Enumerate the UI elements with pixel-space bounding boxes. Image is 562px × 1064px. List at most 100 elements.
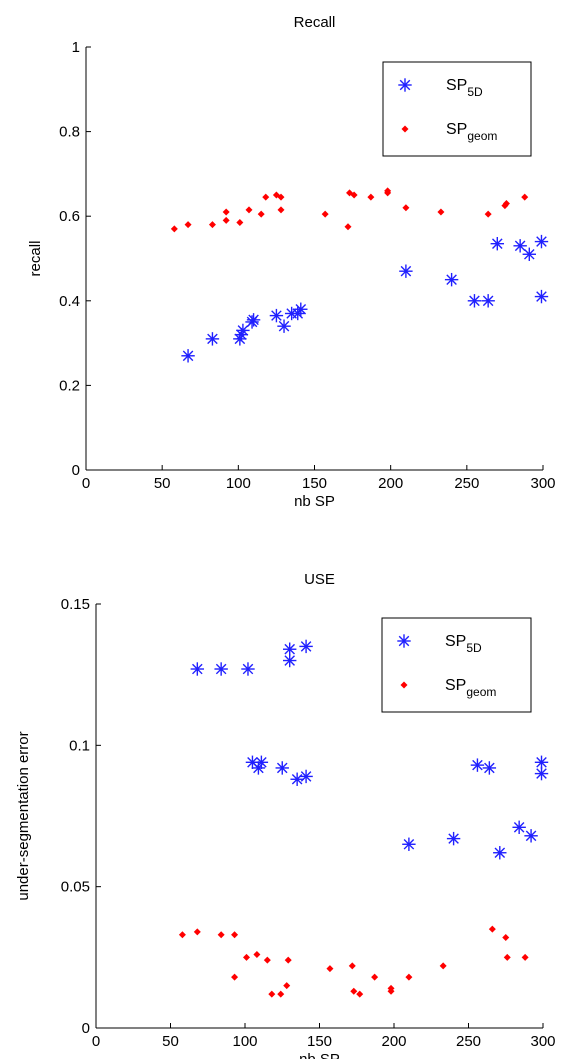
use-point-geom bbox=[263, 956, 271, 964]
asterisk-stroke bbox=[248, 314, 259, 326]
recall-legend-marker-geom bbox=[401, 125, 409, 133]
asterisk-stroke bbox=[524, 248, 535, 260]
asterisk-stroke bbox=[484, 762, 495, 774]
use-legend-label-geom: SPgeom bbox=[445, 677, 496, 699]
asterisk-stroke bbox=[482, 295, 494, 307]
asterisk-stroke bbox=[247, 757, 258, 768]
legend-label-base: SP bbox=[446, 77, 467, 94]
use-point-5d bbox=[402, 837, 416, 851]
use-point-geom bbox=[371, 973, 379, 981]
recall-x-tick-label: 200 bbox=[378, 475, 403, 492]
use-point-5d bbox=[299, 769, 313, 784]
use-point-geom bbox=[348, 962, 356, 970]
recall-y-tick-label: 1 bbox=[72, 39, 80, 56]
legend-label-base: SP bbox=[445, 633, 466, 650]
recall-point-geom bbox=[262, 193, 270, 201]
use-point-geom bbox=[350, 987, 358, 995]
use-x-tick-label: 300 bbox=[530, 1033, 555, 1050]
use-point-geom bbox=[242, 953, 250, 961]
asterisk-stroke bbox=[536, 757, 547, 768]
recall-point-geom bbox=[344, 223, 352, 231]
recall-point-5d bbox=[513, 239, 527, 253]
recall-legend-box bbox=[382, 61, 532, 157]
asterisk-stroke bbox=[284, 655, 295, 666]
asterisk-stroke bbox=[237, 325, 249, 336]
use-point-geom bbox=[326, 965, 334, 973]
use-point-geom bbox=[253, 951, 261, 959]
use-point-5d bbox=[446, 831, 461, 846]
use-x-tick-label: 0 bbox=[92, 1033, 100, 1050]
use-y-tick-label: 0.05 bbox=[61, 879, 90, 896]
recall-x-tick-label: 50 bbox=[154, 475, 171, 492]
recall-y-tick-label: 0.6 bbox=[59, 208, 80, 225]
use-point-5d bbox=[283, 653, 297, 668]
recall-legend-label-geom: SPgeom bbox=[446, 121, 497, 143]
recall-point-geom bbox=[277, 193, 285, 201]
asterisk-stroke bbox=[448, 833, 459, 844]
recall-point-geom bbox=[437, 208, 445, 216]
use-legend-marker-5d bbox=[397, 634, 411, 648]
recall-x-tick-label: 0 bbox=[82, 475, 90, 492]
recall-point-geom bbox=[170, 225, 178, 233]
recall-point-geom bbox=[236, 219, 244, 227]
recall-point-5d bbox=[181, 349, 195, 363]
asterisk-stroke bbox=[276, 762, 288, 774]
recall-point-geom bbox=[484, 210, 492, 218]
legend-label-base: SP bbox=[446, 121, 467, 138]
use-point-5d bbox=[241, 662, 255, 676]
recall-point-5d bbox=[236, 323, 250, 338]
use-point-5d bbox=[254, 755, 269, 769]
recall-title: Recall bbox=[294, 14, 336, 31]
use-series-geom bbox=[178, 925, 529, 998]
recall-x-tick-label: 150 bbox=[302, 475, 327, 492]
recall-point-geom bbox=[321, 210, 329, 218]
use-y-tick-label: 0 bbox=[82, 1020, 90, 1037]
asterisk-stroke bbox=[207, 333, 218, 345]
use-point-5d bbox=[534, 755, 549, 769]
recall-point-5d bbox=[522, 247, 536, 261]
recall-point-5d bbox=[481, 294, 495, 308]
recall-point-5d bbox=[269, 308, 284, 323]
recall-point-geom bbox=[277, 206, 285, 214]
asterisk-stroke bbox=[300, 771, 312, 782]
recall-point-5d bbox=[444, 272, 459, 287]
recall-point-geom bbox=[367, 193, 375, 201]
asterisk-stroke bbox=[536, 236, 547, 247]
use-point-5d bbox=[482, 761, 497, 775]
use-y-tick-label: 0.15 bbox=[61, 596, 90, 613]
use-point-geom bbox=[277, 990, 285, 998]
asterisk-stroke bbox=[525, 830, 537, 842]
use-point-5d bbox=[512, 820, 526, 835]
recall-point-geom bbox=[521, 193, 529, 201]
asterisk-stroke bbox=[215, 663, 227, 675]
recall-x-tick-label: 250 bbox=[454, 475, 479, 492]
use-legend-box bbox=[381, 617, 532, 713]
recall-point-5d bbox=[277, 319, 291, 333]
recall-point-geom bbox=[184, 221, 192, 229]
use-point-geom bbox=[439, 962, 447, 970]
recall-point-geom bbox=[208, 221, 216, 229]
asterisk-stroke bbox=[536, 291, 547, 302]
asterisk-stroke bbox=[295, 303, 307, 315]
asterisk-stroke bbox=[398, 635, 410, 647]
asterisk-stroke bbox=[492, 238, 503, 249]
use-x-tick-label: 200 bbox=[381, 1033, 406, 1050]
asterisk-stroke bbox=[256, 757, 267, 768]
recall-x-tick-label: 100 bbox=[226, 475, 251, 492]
legend-label-subscript: geom bbox=[467, 129, 497, 143]
asterisk-stroke bbox=[403, 838, 415, 850]
use-point-5d bbox=[214, 662, 228, 676]
recall-point-5d bbox=[294, 302, 308, 316]
use-point-geom bbox=[268, 990, 276, 998]
use-point-5d bbox=[299, 639, 313, 654]
recall-y-tick-label: 0.4 bbox=[59, 293, 80, 310]
use-point-geom bbox=[178, 931, 186, 939]
use-legend-marker-geom bbox=[400, 681, 408, 689]
recall-chart: Recall 0 50 100 150 200 250 300 0 0.2 0.4 0.6 0.8 1 nb… bbox=[27, 14, 556, 510]
recall-x-label: nb SP bbox=[294, 493, 335, 510]
recall-point-5d bbox=[205, 332, 220, 346]
